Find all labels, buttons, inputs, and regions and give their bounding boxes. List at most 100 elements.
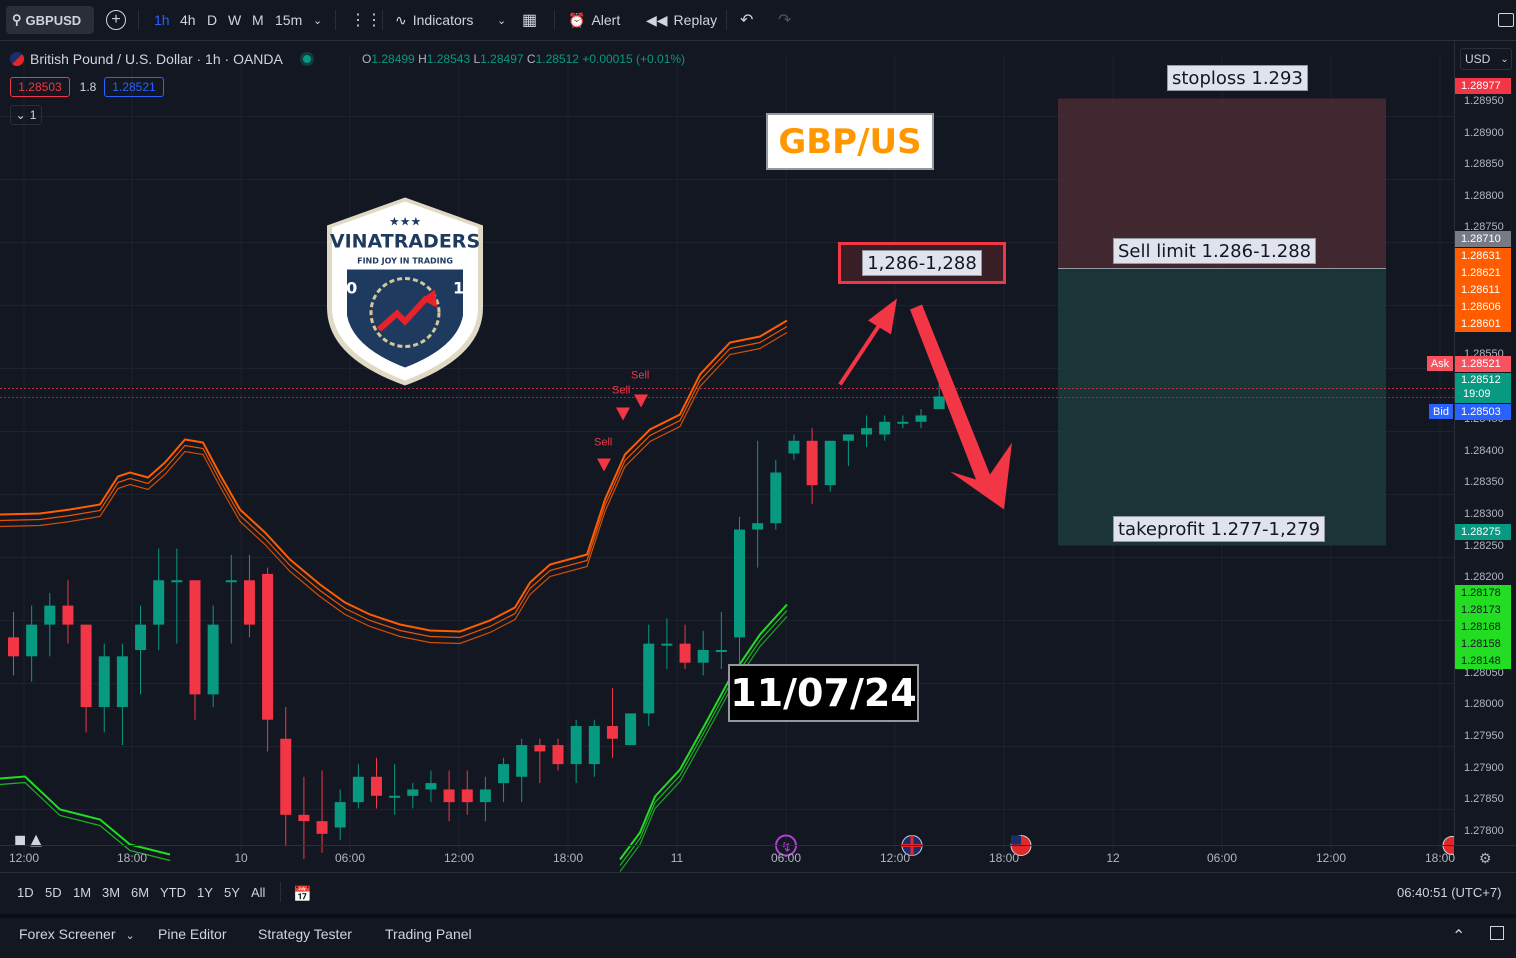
candle-body <box>697 649 709 663</box>
sell-limit-label: Sell limit 1.286-1.288 <box>1113 238 1317 264</box>
candle <box>8 611 19 676</box>
sell-marker <box>634 394 648 408</box>
candle <box>44 592 56 657</box>
time-label: 12:00 <box>443 851 475 865</box>
candle-body <box>116 656 128 708</box>
maximize-panel-icon[interactable] <box>1490 926 1504 943</box>
last-price: 1.28512 <box>1461 374 1501 386</box>
interval-w[interactable]: W <box>228 12 242 28</box>
candle <box>352 764 364 809</box>
price-axis[interactable] <box>1454 40 1516 845</box>
candle <box>715 611 727 670</box>
redo-icon[interactable]: ↷ <box>778 12 792 29</box>
settings-gear-icon[interactable]: ⚙ <box>1479 850 1492 866</box>
collapse-indicators-button[interactable]: ⌄ 1 <box>10 105 42 125</box>
price-label: 1.28000 <box>1464 698 1504 710</box>
interval-1h[interactable]: 1h <box>154 12 170 28</box>
undo-icon[interactable]: ↶ <box>740 12 754 29</box>
alert-button[interactable]: ⏰ Alert <box>568 0 620 40</box>
logo-year-left: 20 <box>335 279 357 298</box>
range-1d[interactable]: 1D <box>17 885 34 900</box>
candle <box>80 624 92 733</box>
interval-m[interactable]: M <box>252 12 264 28</box>
status-dot <box>302 55 311 63</box>
candle <box>570 719 582 784</box>
candle <box>153 548 165 650</box>
lower-band <box>0 603 788 872</box>
candle <box>552 738 564 771</box>
symbol-search-button[interactable]: ⚲ GBPUSD <box>6 6 94 34</box>
range-1y[interactable]: 1Y <box>197 885 213 900</box>
candle <box>407 783 419 809</box>
clock-timezone[interactable]: 06:40:51 (UTC+7) <box>1397 885 1502 900</box>
tab-trading-panel[interactable]: Trading Panel <box>385 926 472 942</box>
candle-body <box>588 726 600 765</box>
time-axis[interactable] <box>0 845 1516 872</box>
range-6m[interactable]: 6M <box>131 885 150 900</box>
range-5y[interactable]: 5Y <box>224 885 240 900</box>
green-tag-group <box>1455 585 1511 669</box>
candle <box>62 580 74 644</box>
time-label: 06:00 <box>1206 851 1238 865</box>
candle <box>443 770 455 822</box>
candle <box>98 643 110 733</box>
candle <box>588 719 600 777</box>
band-price-tag: 1.28148 <box>1461 655 1501 667</box>
tab-strategy-tester[interactable]: Strategy Tester <box>258 926 352 942</box>
layout-grid-icon[interactable]: ▦ <box>522 12 538 29</box>
candle <box>461 770 473 815</box>
add-symbol-button[interactable]: + <box>106 0 126 40</box>
range-ytd[interactable]: YTD <box>160 885 186 900</box>
pair-title-label: GBP/US <box>766 113 934 170</box>
candle-body <box>280 738 292 815</box>
band-price-tag: 1.28621 <box>1461 267 1501 279</box>
range-5d[interactable]: 5D <box>45 885 62 900</box>
range-3m[interactable]: 3M <box>102 885 121 900</box>
candle-body <box>262 573 274 720</box>
tab-pine-editor[interactable]: Pine Editor <box>158 926 227 942</box>
high-value: 1.28543 <box>426 52 471 66</box>
chevron-down-icon: ⌄ <box>1500 53 1509 65</box>
orange-tag-group <box>1455 248 1511 332</box>
candle <box>534 738 546 784</box>
svg-text:★★★: ★★★ <box>389 215 421 229</box>
candle-body <box>243 580 255 625</box>
range-all[interactable]: All <box>251 885 266 900</box>
candle-body <box>298 814 310 822</box>
candle-body <box>425 783 437 790</box>
interval-dropdown-icon[interactable]: ⌄ <box>313 14 323 27</box>
candle-body <box>570 726 582 765</box>
candle <box>207 605 219 708</box>
alarm-clock-icon: ⏰ <box>568 11 586 28</box>
indicators-button[interactable]: ∿ Indicators <box>395 0 473 40</box>
chevron-down-icon: ⌄ <box>125 930 135 942</box>
candle-body <box>679 643 691 663</box>
interval-15m[interactable]: 15m <box>275 12 303 28</box>
candle <box>189 580 201 720</box>
price-chart[interactable]: Sell Sell Sell ↯ ■▲ VINATRADERS FIND JOY… <box>0 40 1454 874</box>
interval-d[interactable]: D <box>207 12 218 28</box>
price-label: 1.28800 <box>1464 190 1504 202</box>
candle <box>225 554 237 644</box>
candle-body <box>770 472 782 524</box>
upper-band <box>0 319 788 645</box>
range-1m[interactable]: 1M <box>73 885 92 900</box>
candle-body <box>225 580 237 583</box>
candlestick-icon[interactable]: ⋮⋮ <box>350 12 382 29</box>
interval-4h[interactable]: 4h <box>180 12 196 28</box>
alert-label: Alert <box>591 12 621 28</box>
candle-body <box>389 795 401 798</box>
candle-body <box>44 605 56 625</box>
candle-body <box>734 529 745 638</box>
buy-price-button[interactable]: 1.28521 <box>104 77 164 97</box>
replay-button[interactable]: ◀◀ Replay <box>646 0 717 40</box>
tab-forex-screener[interactable]: Forex Screener ⌄ <box>19 926 135 942</box>
price-label: 1.28200 <box>1464 571 1504 583</box>
bar-countdown: 19:09 <box>1463 388 1491 400</box>
chevron-up-icon[interactable]: ⌃ <box>1452 928 1466 945</box>
indicators-dropdown-icon[interactable]: ⌄ <box>497 14 507 27</box>
sell-price-button[interactable]: 1.28503 <box>10 77 70 97</box>
fullscreen-icon[interactable] <box>1498 0 1514 40</box>
currency-select[interactable]: USD ⌄ <box>1460 48 1512 70</box>
calendar-icon[interactable]: 📅 <box>293 886 312 903</box>
